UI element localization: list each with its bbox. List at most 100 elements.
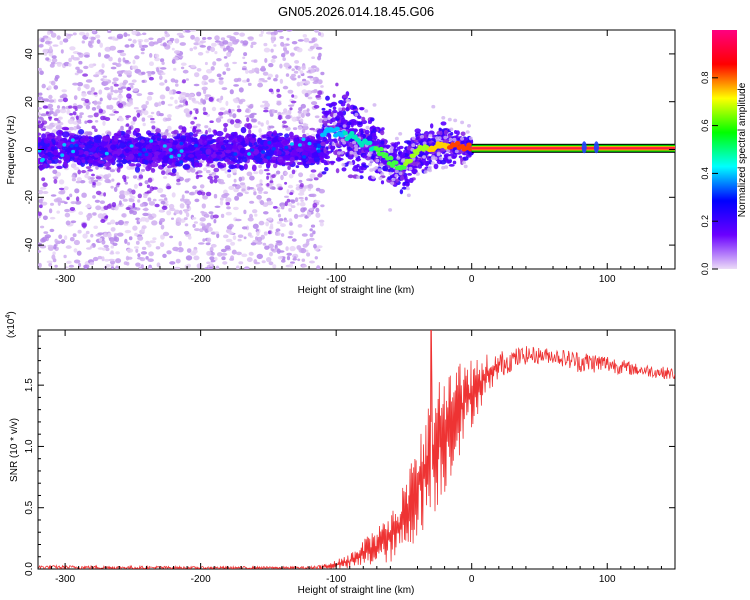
noise-blob	[205, 50, 210, 54]
band-blob	[295, 165, 300, 169]
band-blob	[296, 161, 302, 166]
noise-blob	[287, 89, 294, 94]
noise-blob	[38, 112, 41, 116]
noise-blob	[76, 69, 84, 74]
noise-blob	[167, 165, 173, 169]
noise-blob	[129, 192, 133, 198]
noise-blob	[232, 61, 238, 65]
noise-blob	[263, 109, 269, 113]
noise-blob	[299, 183, 304, 188]
noise-blob	[289, 75, 294, 80]
band-blob	[183, 156, 191, 160]
noise-blob	[263, 211, 269, 215]
noise-blob	[93, 179, 99, 182]
track-outskirt	[337, 151, 341, 155]
noise-blob	[273, 44, 277, 47]
noise-blob	[64, 208, 70, 213]
track-halo	[335, 168, 340, 174]
noise-blob	[213, 175, 219, 179]
track-core	[378, 146, 384, 152]
band-blob	[113, 135, 119, 142]
noise-blob	[166, 210, 172, 216]
noise-blob	[93, 74, 100, 78]
noise-blob	[71, 174, 76, 178]
noise-blob	[304, 80, 311, 85]
noise-blob	[211, 106, 217, 112]
noise-blob	[156, 262, 161, 268]
noise-blob	[84, 120, 88, 124]
noise-blob	[81, 170, 87, 174]
band-blob	[147, 132, 155, 136]
noise-blob	[159, 94, 166, 100]
band-highlight	[177, 153, 182, 158]
band-blob	[212, 158, 220, 162]
band-blob	[225, 149, 232, 154]
track-halo	[324, 167, 329, 172]
noise-blob	[289, 192, 294, 196]
noise-blob	[249, 104, 253, 109]
noise-blob	[99, 200, 105, 204]
noise-blob	[304, 196, 308, 201]
noise-blob	[103, 244, 109, 248]
isolated-point	[581, 141, 587, 154]
noise-blob	[247, 36, 254, 40]
noise-blob	[259, 179, 263, 184]
band-blob	[145, 165, 151, 172]
noise-blob	[312, 230, 316, 235]
band-highlight	[40, 157, 45, 162]
noise-blob	[138, 182, 143, 187]
noise-blob	[285, 112, 290, 116]
noise-blob	[263, 231, 268, 236]
band-highlight	[60, 153, 65, 157]
noise-blob	[210, 164, 216, 169]
band-blob	[251, 134, 257, 139]
track-outskirt	[438, 156, 443, 161]
noise-blob	[302, 264, 307, 268]
band-highlight	[194, 143, 198, 148]
snr-xtick-label: 0	[469, 574, 475, 585]
noise-blob	[118, 194, 126, 200]
noise-blob	[161, 205, 168, 210]
band-blob	[38, 158, 41, 165]
track-outskirt	[447, 117, 452, 122]
noise-blob	[179, 203, 185, 209]
noise-blob	[148, 37, 154, 41]
band-blob	[230, 164, 237, 169]
noise-blob	[105, 263, 111, 268]
band-blob	[199, 147, 207, 152]
band-blob	[122, 159, 128, 164]
noise-blob	[115, 62, 122, 68]
noise-blob	[246, 257, 253, 263]
noise-blob	[258, 78, 265, 81]
track-outskirt	[447, 156, 452, 160]
noise-blob	[131, 30, 138, 36]
noise-blob	[189, 110, 193, 115]
track-outskirt	[340, 151, 344, 155]
noise-blob	[51, 254, 56, 260]
noise-blob	[48, 116, 52, 121]
noise-blob	[249, 113, 255, 119]
noise-blob	[76, 104, 83, 109]
track-outskirt	[375, 158, 380, 163]
track-outskirt	[398, 171, 403, 175]
band-blob	[253, 148, 260, 155]
noise-blob	[265, 120, 270, 125]
noise-blob	[225, 211, 232, 216]
track-outskirt	[406, 193, 411, 198]
track-outskirt	[441, 116, 446, 120]
noise-blob	[110, 219, 116, 225]
noise-blob	[259, 200, 265, 206]
noise-blob	[222, 40, 229, 45]
noise-blob	[93, 112, 99, 118]
noise-blob	[264, 102, 270, 108]
noise-blob	[135, 262, 141, 267]
noise-blob	[291, 41, 298, 45]
noise-blob	[255, 241, 263, 245]
track-halo	[359, 175, 364, 180]
noise-blob	[67, 33, 73, 37]
noise-blob	[205, 129, 208, 135]
band-blob	[296, 148, 303, 153]
noise-blob	[205, 224, 210, 229]
noise-blob	[52, 176, 59, 180]
